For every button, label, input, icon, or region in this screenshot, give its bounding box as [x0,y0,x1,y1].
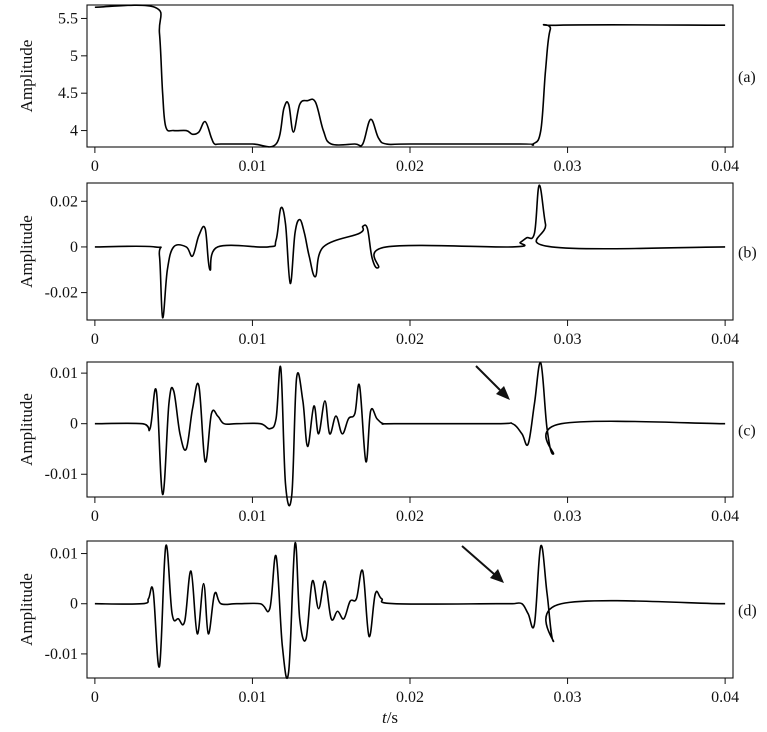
x-tick-label: 0.04 [711,158,739,175]
y-tick-label: 4 [70,123,78,140]
panel-2: 0 0.01 0.02 0.03 0.04 -0.02 0 0.02 Amplitude (b) [17,182,757,348]
y-tick-label: -0.01 [45,466,78,483]
plot-frame [86,361,734,498]
x-tick-label: 0 [91,331,99,348]
series-line [94,362,726,507]
x-tick-label: 0.04 [711,331,739,348]
x-tick-label: 0.03 [554,158,582,175]
x-tick-label: 0.01 [238,331,266,348]
y-axis-label: Amplitude [17,573,36,646]
x-tick-label: 0 [91,689,99,706]
x-tick-label: 0.03 [554,508,582,525]
x-tick-label: 0 [91,158,99,175]
panel-1: 0 0.01 0.02 0.03 0.04 4 4.5 5 5.5 Amplitude (a) [17,4,756,175]
y-axis-label: Amplitude [17,40,36,113]
y-tick-label: 0.01 [50,546,78,563]
x-tick-label: 0.04 [711,689,739,706]
panel-label: (a) [738,69,756,86]
x-tick-label: 0.02 [396,689,424,706]
y-tick-label: 0 [70,239,78,256]
panel-3: 0 0.01 0.02 0.03 0.04 -0.01 0 0.01 Amplitude (c) [17,361,756,525]
panel-label: (b) [738,245,757,262]
x-axis-label-unit: /s [387,708,398,727]
plot-frame [86,182,734,321]
arrow-annotation-d [461,545,504,583]
panel-label: (d) [738,603,757,620]
series-line [94,184,726,319]
y-tick-label: 0 [70,416,78,433]
x-tick-label: 0.03 [554,689,582,706]
x-tick-label: 0.02 [396,508,424,525]
x-axis-label: t/s [382,708,398,727]
x-tick-label: 0 [91,508,99,525]
y-tick-label: 5.5 [58,10,78,27]
y-tick-label: 4.5 [58,85,78,102]
y-axis-label: Amplitude [17,393,36,466]
x-axis-label-italic: t [382,708,388,727]
y-tick-label: -0.01 [45,646,78,663]
y-tick-label: 0.02 [50,193,78,210]
y-tick-label: 5 [70,48,78,65]
x-tick-label: 0.02 [396,331,424,348]
x-tick-label: 0.03 [554,331,582,348]
panel-label: (c) [738,423,756,440]
x-tick-label: 0.02 [396,158,424,175]
y-tick-label: 0 [70,596,78,613]
y-axis-label: Amplitude [17,215,36,288]
x-tick-label: 0.01 [238,689,266,706]
x-tick-label: 0.01 [238,158,266,175]
x-tick-label: 0.01 [238,508,266,525]
plot-frame [86,540,734,679]
arrow-annotation-c [475,365,510,400]
series-line [94,542,726,680]
series-line [94,4,726,148]
y-tick-label: -0.02 [45,285,78,302]
y-tick-label: 0.01 [50,365,78,382]
panel-4: 0 0.01 0.02 0.03 0.04 -0.01 0 0.01 Amplitude (d) [17,540,757,706]
plot-frame [86,4,734,148]
x-tick-label: 0.04 [711,508,739,525]
